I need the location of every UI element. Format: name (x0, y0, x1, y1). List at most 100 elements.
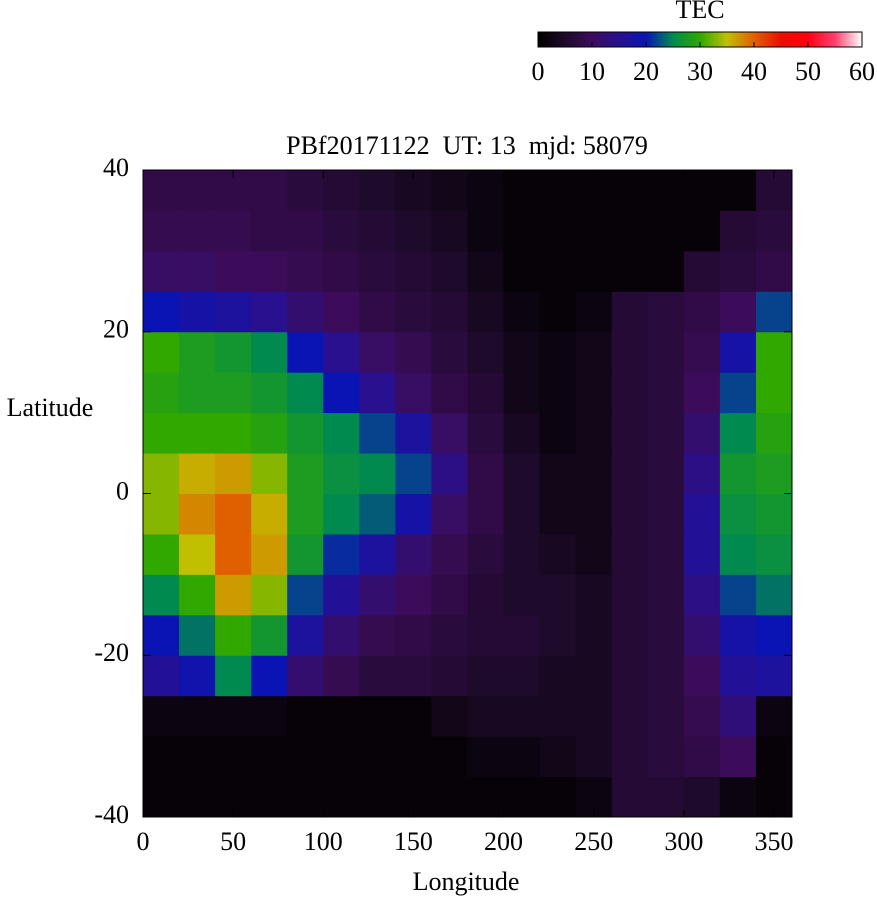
heatmap-cell (575, 453, 613, 494)
heatmap-cell (611, 533, 649, 575)
heatmap-cell (503, 170, 541, 211)
heatmap-cell (395, 574, 432, 616)
heatmap-cell (179, 695, 216, 737)
heatmap-cell (143, 291, 180, 333)
heatmap-cell (683, 736, 721, 778)
heatmap-cell (431, 533, 468, 575)
heatmap-cell (251, 412, 288, 454)
heatmap-cell (179, 372, 216, 414)
heatmap-cell (503, 331, 541, 373)
chart-title: PBf20171122 UT: 13 mjd: 58079 (286, 131, 648, 160)
heatmap-cell (431, 250, 468, 292)
heatmap-cell (431, 695, 468, 737)
heatmap-cell (395, 695, 432, 737)
heatmap-cell (503, 574, 541, 616)
colorbar-tick-label: 50 (795, 57, 821, 86)
heatmap-cell (647, 736, 685, 778)
heatmap-cell (719, 695, 757, 737)
x-tick-label: 250 (574, 827, 613, 856)
heatmap-cell (323, 250, 360, 292)
heatmap-cell (287, 412, 324, 454)
heatmap-cell (611, 736, 649, 778)
heatmap-cell (539, 170, 577, 211)
x-tick-label: 0 (137, 827, 150, 856)
heatmap-cell (143, 533, 180, 575)
heatmap-cell (719, 533, 757, 575)
heatmap-cell (395, 453, 432, 494)
heatmap-cell (611, 493, 649, 535)
heatmap-cell (431, 210, 468, 252)
heatmap-cell (575, 695, 613, 737)
x-tick-label: 200 (484, 827, 523, 856)
heatmap-cell (539, 412, 577, 454)
heatmap-cell (647, 614, 685, 656)
heatmap-cell (755, 493, 793, 535)
heatmap-cell (575, 331, 613, 373)
heatmap-cell (395, 412, 432, 454)
heatmap-cell (179, 210, 216, 252)
heatmap-cell (575, 250, 613, 292)
heatmap-cell (287, 372, 324, 414)
x-axis-label: Longitude (413, 867, 520, 896)
heatmap-cell (575, 574, 613, 616)
heatmap-cell (395, 331, 432, 373)
y-tick-label: 20 (103, 315, 129, 344)
heatmap-cell (179, 291, 216, 333)
heatmap-cell (503, 372, 541, 414)
y-axis-label: Latitude (7, 393, 94, 422)
heatmap-cell (359, 533, 396, 575)
heatmap (143, 170, 793, 818)
heatmap-cell (503, 695, 541, 737)
heatmap-cell (755, 574, 793, 616)
heatmap-cell (359, 614, 396, 656)
heatmap-cell (251, 170, 288, 211)
heatmap-cell (179, 574, 216, 616)
heatmap-cell (287, 776, 324, 818)
heatmap-cell (683, 533, 721, 575)
x-tick-label: 50 (220, 827, 246, 856)
heatmap-cell (359, 170, 396, 211)
heatmap-cell (755, 331, 793, 373)
heatmap-cell (647, 210, 685, 252)
heatmap-cell (611, 331, 649, 373)
heatmap-cell (755, 736, 793, 778)
heatmap-cell (431, 574, 468, 616)
heatmap-cell (143, 695, 180, 737)
colorbar-tick-label: 0 (532, 57, 545, 86)
heatmap-cell (719, 655, 757, 697)
heatmap-cell (359, 372, 396, 414)
heatmap-cell (683, 574, 721, 616)
heatmap-cell (611, 695, 649, 737)
heatmap-cell (143, 614, 180, 656)
heatmap-cell (611, 372, 649, 414)
heatmap-cell (323, 170, 360, 211)
heatmap-cell (395, 250, 432, 292)
heatmap-cell (323, 655, 360, 697)
heatmap-cell (503, 614, 541, 656)
heatmap-cell (467, 655, 505, 697)
heatmap-cell (287, 736, 324, 778)
heatmap-cell (647, 655, 685, 697)
heatmap-cell (143, 210, 180, 252)
heatmap-cell (539, 250, 577, 292)
heatmap-cell (755, 533, 793, 575)
colorbar-label: TEC (675, 0, 724, 24)
heatmap-cell (611, 655, 649, 697)
heatmap-cell (575, 412, 613, 454)
heatmap-cell (467, 614, 505, 656)
heatmap-cell (539, 493, 577, 535)
heatmap-cell (431, 776, 468, 818)
heatmap-cell (251, 291, 288, 333)
heatmap-cell (467, 412, 505, 454)
heatmap-cell (359, 210, 396, 252)
heatmap-cell (395, 614, 432, 656)
heatmap-cell (683, 291, 721, 333)
heatmap-cell (143, 331, 180, 373)
y-tick-label: 0 (116, 476, 129, 505)
heatmap-cell (611, 614, 649, 656)
heatmap-cell (719, 736, 757, 778)
heatmap-cell (539, 614, 577, 656)
heatmap-cell (287, 453, 324, 494)
y-tick-label: -40 (94, 800, 129, 829)
heatmap-cell (179, 250, 216, 292)
